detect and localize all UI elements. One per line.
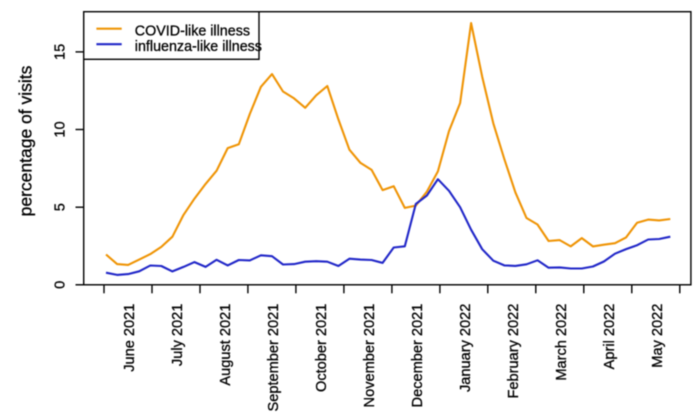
svg-text:September 2021: September 2021 bbox=[266, 304, 282, 412]
svg-text:0: 0 bbox=[53, 281, 69, 289]
svg-text:January 2022: January 2022 bbox=[458, 304, 474, 392]
svg-text:May 2022: May 2022 bbox=[650, 304, 666, 368]
svg-text:November 2021: November 2021 bbox=[362, 304, 378, 408]
svg-text:October 2021: October 2021 bbox=[314, 304, 330, 392]
svg-text:COVID-like illness: COVID-like illness bbox=[135, 23, 250, 39]
svg-text:5: 5 bbox=[53, 203, 69, 211]
svg-text:June 2021: June 2021 bbox=[122, 304, 138, 372]
svg-text:July 2021: July 2021 bbox=[170, 304, 186, 366]
svg-text:August 2021: August 2021 bbox=[218, 304, 234, 386]
svg-text:15: 15 bbox=[53, 44, 69, 60]
svg-text:influenza-like illness: influenza-like illness bbox=[135, 39, 262, 55]
svg-text:percentage of visits: percentage of visits bbox=[15, 65, 35, 216]
svg-text:February 2022: February 2022 bbox=[506, 304, 522, 399]
svg-text:March 2022: March 2022 bbox=[554, 304, 570, 381]
svg-text:December 2021: December 2021 bbox=[410, 304, 426, 408]
svg-text:April 2022: April 2022 bbox=[602, 304, 618, 370]
svg-text:10: 10 bbox=[53, 121, 69, 137]
